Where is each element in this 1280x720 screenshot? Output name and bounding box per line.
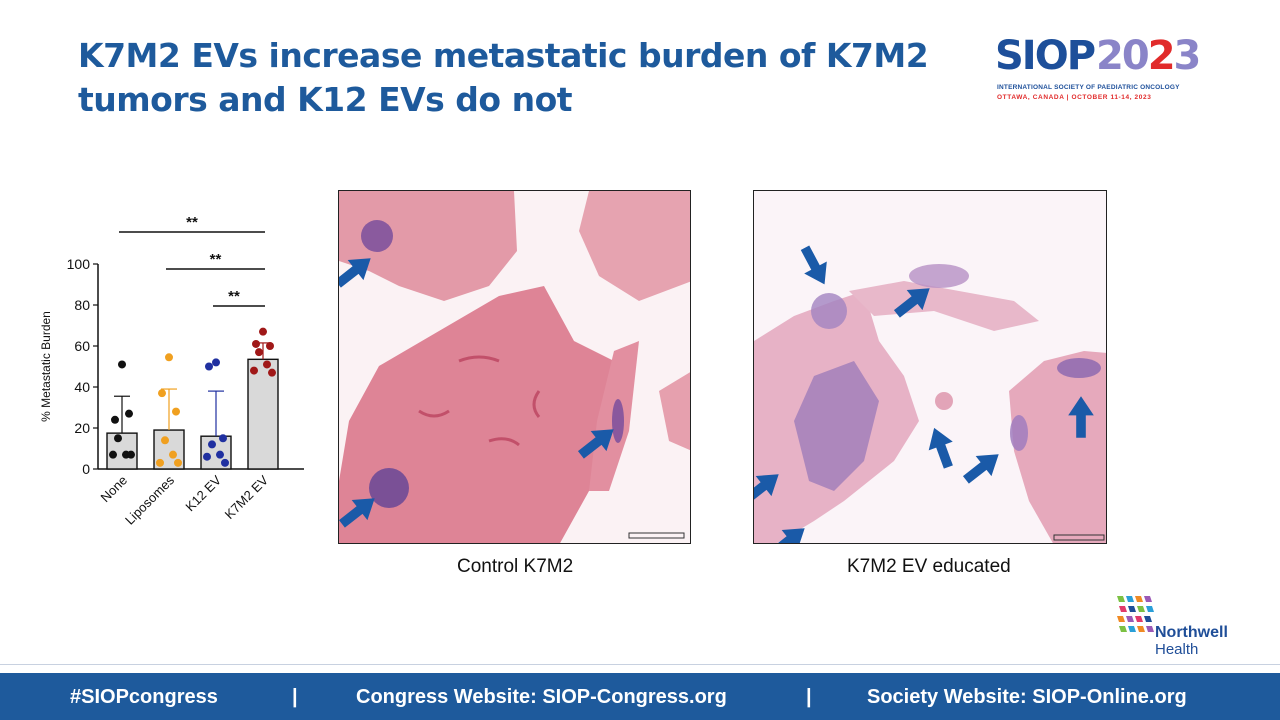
data-point bbox=[259, 327, 267, 336]
significance-label: ** bbox=[186, 214, 198, 231]
data-point bbox=[268, 368, 276, 377]
data-point bbox=[161, 436, 169, 445]
footer-bar: #SIOPcongress | Congress Website: SIOP-C… bbox=[0, 673, 1280, 720]
data-point bbox=[165, 353, 173, 362]
data-point bbox=[156, 458, 164, 467]
x-tick-label: K12 EV bbox=[182, 472, 224, 514]
data-point bbox=[203, 452, 211, 461]
logo-siop-word: SIOP bbox=[995, 33, 1096, 79]
data-point bbox=[125, 409, 133, 418]
data-point bbox=[111, 415, 119, 424]
data-point bbox=[216, 450, 224, 459]
metastatic-burden-chart: 0 20 40 60 80 100 % Metastatic Burden NoneLipos… bbox=[39, 214, 304, 528]
slide-title: K7M2 EVs increase metastatic burden of K… bbox=[78, 34, 958, 122]
data-point bbox=[118, 360, 126, 369]
caption-ev-educated: K7M2 EV educated bbox=[847, 556, 1011, 577]
logo-location: OTTAWA, CANADA | OCTOBER 11-14, 2023 bbox=[997, 94, 1152, 101]
x-tick-label: None bbox=[98, 473, 131, 506]
x-tick-label: K7M2 EV bbox=[222, 472, 272, 522]
significance-label: ** bbox=[228, 288, 240, 305]
data-point bbox=[109, 450, 117, 459]
footer-hashtag: #SIOPcongress bbox=[70, 686, 218, 708]
data-point bbox=[221, 458, 229, 467]
y-axis-label: % Metastatic Burden bbox=[39, 311, 53, 422]
data-point bbox=[219, 434, 227, 443]
northwell-sub: Health bbox=[1155, 641, 1199, 658]
y-tick-label: 100 bbox=[67, 256, 91, 272]
bar bbox=[247, 358, 279, 470]
caption-control: Control K7M2 bbox=[457, 556, 574, 577]
arrows-control bbox=[339, 258, 614, 528]
data-point bbox=[169, 450, 177, 459]
data-point bbox=[205, 362, 213, 371]
histology-image-control bbox=[338, 190, 691, 544]
title-line-1: K7M2 EVs increase metastatic burden of K… bbox=[78, 36, 929, 75]
arrows-ev-educated bbox=[754, 245, 1094, 543]
data-point bbox=[158, 389, 166, 398]
siop-2023-logo: SIOP 2023 INTERNATIONAL SOCIETY OF PAEDI… bbox=[995, 32, 1220, 112]
footer-separator: | bbox=[806, 686, 812, 708]
significance-label: ** bbox=[210, 251, 222, 268]
title-line-2: tumors and K12 EVs do not bbox=[78, 80, 573, 119]
data-point bbox=[174, 458, 182, 467]
data-point bbox=[250, 366, 258, 375]
northwell-health-logo: Northwell Health bbox=[1115, 594, 1255, 660]
data-point bbox=[114, 434, 122, 443]
y-tick-label: 20 bbox=[74, 420, 90, 436]
data-point bbox=[127, 450, 135, 459]
data-point bbox=[208, 440, 216, 449]
logo-subtitle: INTERNATIONAL SOCIETY OF PAEDIATRIC ONCO… bbox=[997, 84, 1180, 91]
footer-congress-website[interactable]: Congress Website: SIOP-Congress.org bbox=[356, 686, 727, 708]
y-tick-label: 0 bbox=[82, 461, 90, 477]
y-tick-label: 60 bbox=[74, 338, 90, 354]
footer-separator: | bbox=[292, 686, 298, 708]
footer-society-website[interactable]: Society Website: SIOP-Online.org bbox=[867, 686, 1187, 708]
y-tick-label: 40 bbox=[74, 379, 90, 395]
data-point bbox=[212, 358, 220, 367]
x-tick-label: Liposomes bbox=[122, 472, 177, 527]
northwell-mark-icon bbox=[1117, 596, 1154, 632]
logo-year: 2023 bbox=[1096, 33, 1201, 79]
footer-divider bbox=[0, 664, 1280, 665]
northwell-name: Northwell bbox=[1155, 624, 1228, 641]
data-point bbox=[263, 360, 271, 369]
y-tick-label: 80 bbox=[74, 297, 90, 313]
data-point bbox=[266, 342, 274, 350]
data-point bbox=[172, 407, 180, 416]
data-point bbox=[255, 348, 263, 357]
data-point bbox=[252, 339, 260, 348]
histology-image-ev-educated bbox=[753, 190, 1107, 544]
